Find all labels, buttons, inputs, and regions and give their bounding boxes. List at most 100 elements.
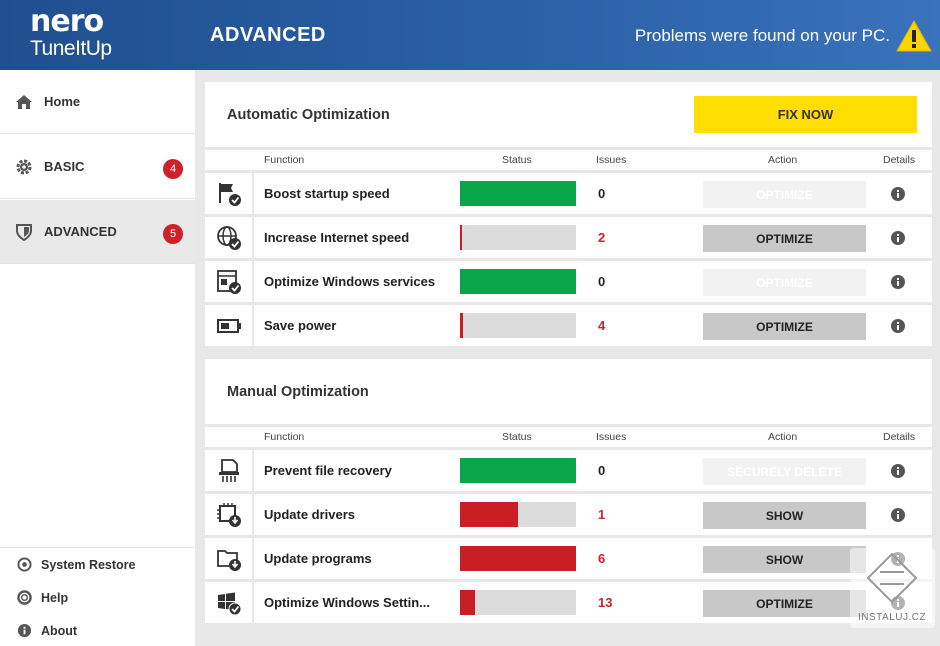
watermark-text: INSTALUJ.CZ [858, 612, 927, 623]
function-name: Prevent file recovery [264, 463, 392, 478]
details-info-icon[interactable] [891, 319, 905, 333]
row-content: Optimize Windows services 0 OPTIMIZE [254, 261, 932, 302]
function-name: Increase Internet speed [264, 230, 410, 245]
column-status: Status [502, 431, 532, 443]
action-button[interactable]: OPTIMIZE [703, 590, 866, 617]
info-icon [16, 623, 32, 639]
details-info-icon[interactable] [891, 464, 905, 478]
column-details: Details [883, 431, 916, 443]
status-bar [460, 225, 576, 250]
status-bar-fill [460, 181, 576, 206]
details-info-icon[interactable] [891, 187, 905, 201]
automatic-section-title: Automatic Optimization [227, 107, 390, 123]
folder-update-icon [205, 538, 252, 579]
battery-icon [205, 305, 252, 346]
table-row: Increase Internet speed 2 OPTIMIZE [205, 217, 932, 258]
issues-count: 0 [598, 186, 606, 201]
function-name: Save power [264, 318, 337, 333]
column-action: Action [768, 431, 798, 443]
help-icon [16, 590, 32, 606]
sidebar-bottom-links: System Restore Help About [0, 547, 195, 646]
home-icon [14, 92, 34, 112]
status-bar-fill [460, 546, 576, 571]
about-label: About [41, 623, 78, 638]
details-info-icon[interactable] [891, 508, 905, 522]
automatic-section-header: Automatic Optimization FIX NOW [205, 82, 932, 147]
status-bar [460, 313, 576, 338]
sidebar-item-label: ADVANCED [44, 224, 117, 239]
action-button: OPTIMIZE [703, 269, 866, 296]
table-row: Update programs 6 SHOW [205, 538, 932, 579]
action-button: OPTIMIZE [703, 181, 866, 208]
startup-flag-icon [205, 173, 252, 214]
action-button: SECURELY DELETE [703, 458, 866, 485]
row-content: Prevent file recovery 0 SECURELY DELETE [254, 450, 932, 491]
gear-icon [14, 157, 34, 177]
restore-icon [16, 557, 32, 573]
function-name: Optimize Windows Settin... [264, 595, 430, 610]
logo-product: TuneItUp [30, 37, 112, 60]
sidebar-item-advanced[interactable]: ADVANCED 5 [0, 200, 195, 264]
column-details: Details [883, 154, 916, 166]
row-content: Save power 4 OPTIMIZE [254, 305, 932, 346]
action-button[interactable]: SHOW [703, 546, 866, 573]
action-button[interactable]: SHOW [703, 502, 866, 529]
issues-count: 2 [598, 230, 606, 245]
column-function: Function [264, 431, 305, 443]
issues-count: 0 [598, 274, 606, 289]
action-button[interactable]: OPTIMIZE [703, 313, 866, 340]
details-info-icon[interactable] [891, 275, 905, 289]
issues-count: 1 [598, 507, 606, 522]
globe-icon [205, 217, 252, 258]
status-bar-fill [460, 590, 476, 615]
shredder-icon [205, 450, 252, 491]
table-row: Update drivers 1 SHOW [205, 494, 932, 535]
about-link[interactable]: About [0, 614, 195, 646]
shield-icon [14, 222, 34, 242]
table-row: Prevent file recovery 0 SECURELY DELETE [205, 450, 932, 491]
table-row: Save power 4 OPTIMIZE [205, 305, 932, 346]
app-header: nero TuneItUp ADVANCED Problems were fou… [0, 0, 940, 70]
status-bar-fill [460, 225, 463, 250]
row-content: Boost startup speed 0 OPTIMIZE [254, 173, 932, 214]
nero-logo: nero TuneItUp [30, 6, 150, 60]
system-restore-link[interactable]: System Restore [0, 548, 195, 581]
manual-column-headers: Function Status Issues Action Details [205, 427, 932, 447]
fix-now-button[interactable]: FIX NOW [694, 96, 917, 133]
row-content: Update drivers 1 SHOW [254, 494, 932, 535]
issues-count: 6 [598, 551, 606, 566]
sidebar-item-basic[interactable]: BASIC 4 [0, 135, 195, 199]
services-icon [205, 261, 252, 302]
basic-count-badge: 4 [163, 159, 183, 179]
status-bar [460, 590, 576, 615]
column-status: Status [502, 154, 532, 166]
page-title: ADVANCED [210, 24, 326, 46]
help-label: Help [41, 590, 69, 605]
column-issues: Issues [596, 154, 627, 166]
logo-brand: nero [30, 4, 104, 39]
sidebar-item-home[interactable]: Home [0, 70, 195, 134]
sidebar: Home BASIC 4 ADVANCED 5 System Restore H… [0, 70, 195, 646]
advanced-count-badge: 5 [163, 224, 183, 244]
function-name: Update drivers [264, 507, 356, 522]
help-link[interactable]: Help [0, 581, 195, 614]
status-bar-fill [460, 502, 518, 527]
status-bar-fill [460, 269, 576, 294]
status-bar-fill [460, 313, 464, 338]
status-bar [460, 269, 576, 294]
watermark: INSTALUJ.CZ [850, 548, 935, 628]
action-button[interactable]: OPTIMIZE [703, 225, 866, 252]
table-row: Optimize Windows Settin... 13 OPTIMIZE [205, 582, 932, 623]
details-info-icon[interactable] [891, 231, 905, 245]
issues-count: 0 [598, 463, 606, 478]
sidebar-item-label: Home [44, 94, 81, 109]
warning-icon [896, 20, 932, 52]
system-restore-label: System Restore [41, 557, 136, 572]
issues-count: 4 [598, 318, 606, 333]
status-bar [460, 502, 576, 527]
row-content: Optimize Windows Settin... 13 OPTIMIZE [254, 582, 932, 623]
function-name: Update programs [264, 551, 372, 566]
function-name: Optimize Windows services [264, 274, 436, 289]
column-action: Action [768, 154, 798, 166]
table-row: Optimize Windows services 0 OPTIMIZE [205, 261, 932, 302]
